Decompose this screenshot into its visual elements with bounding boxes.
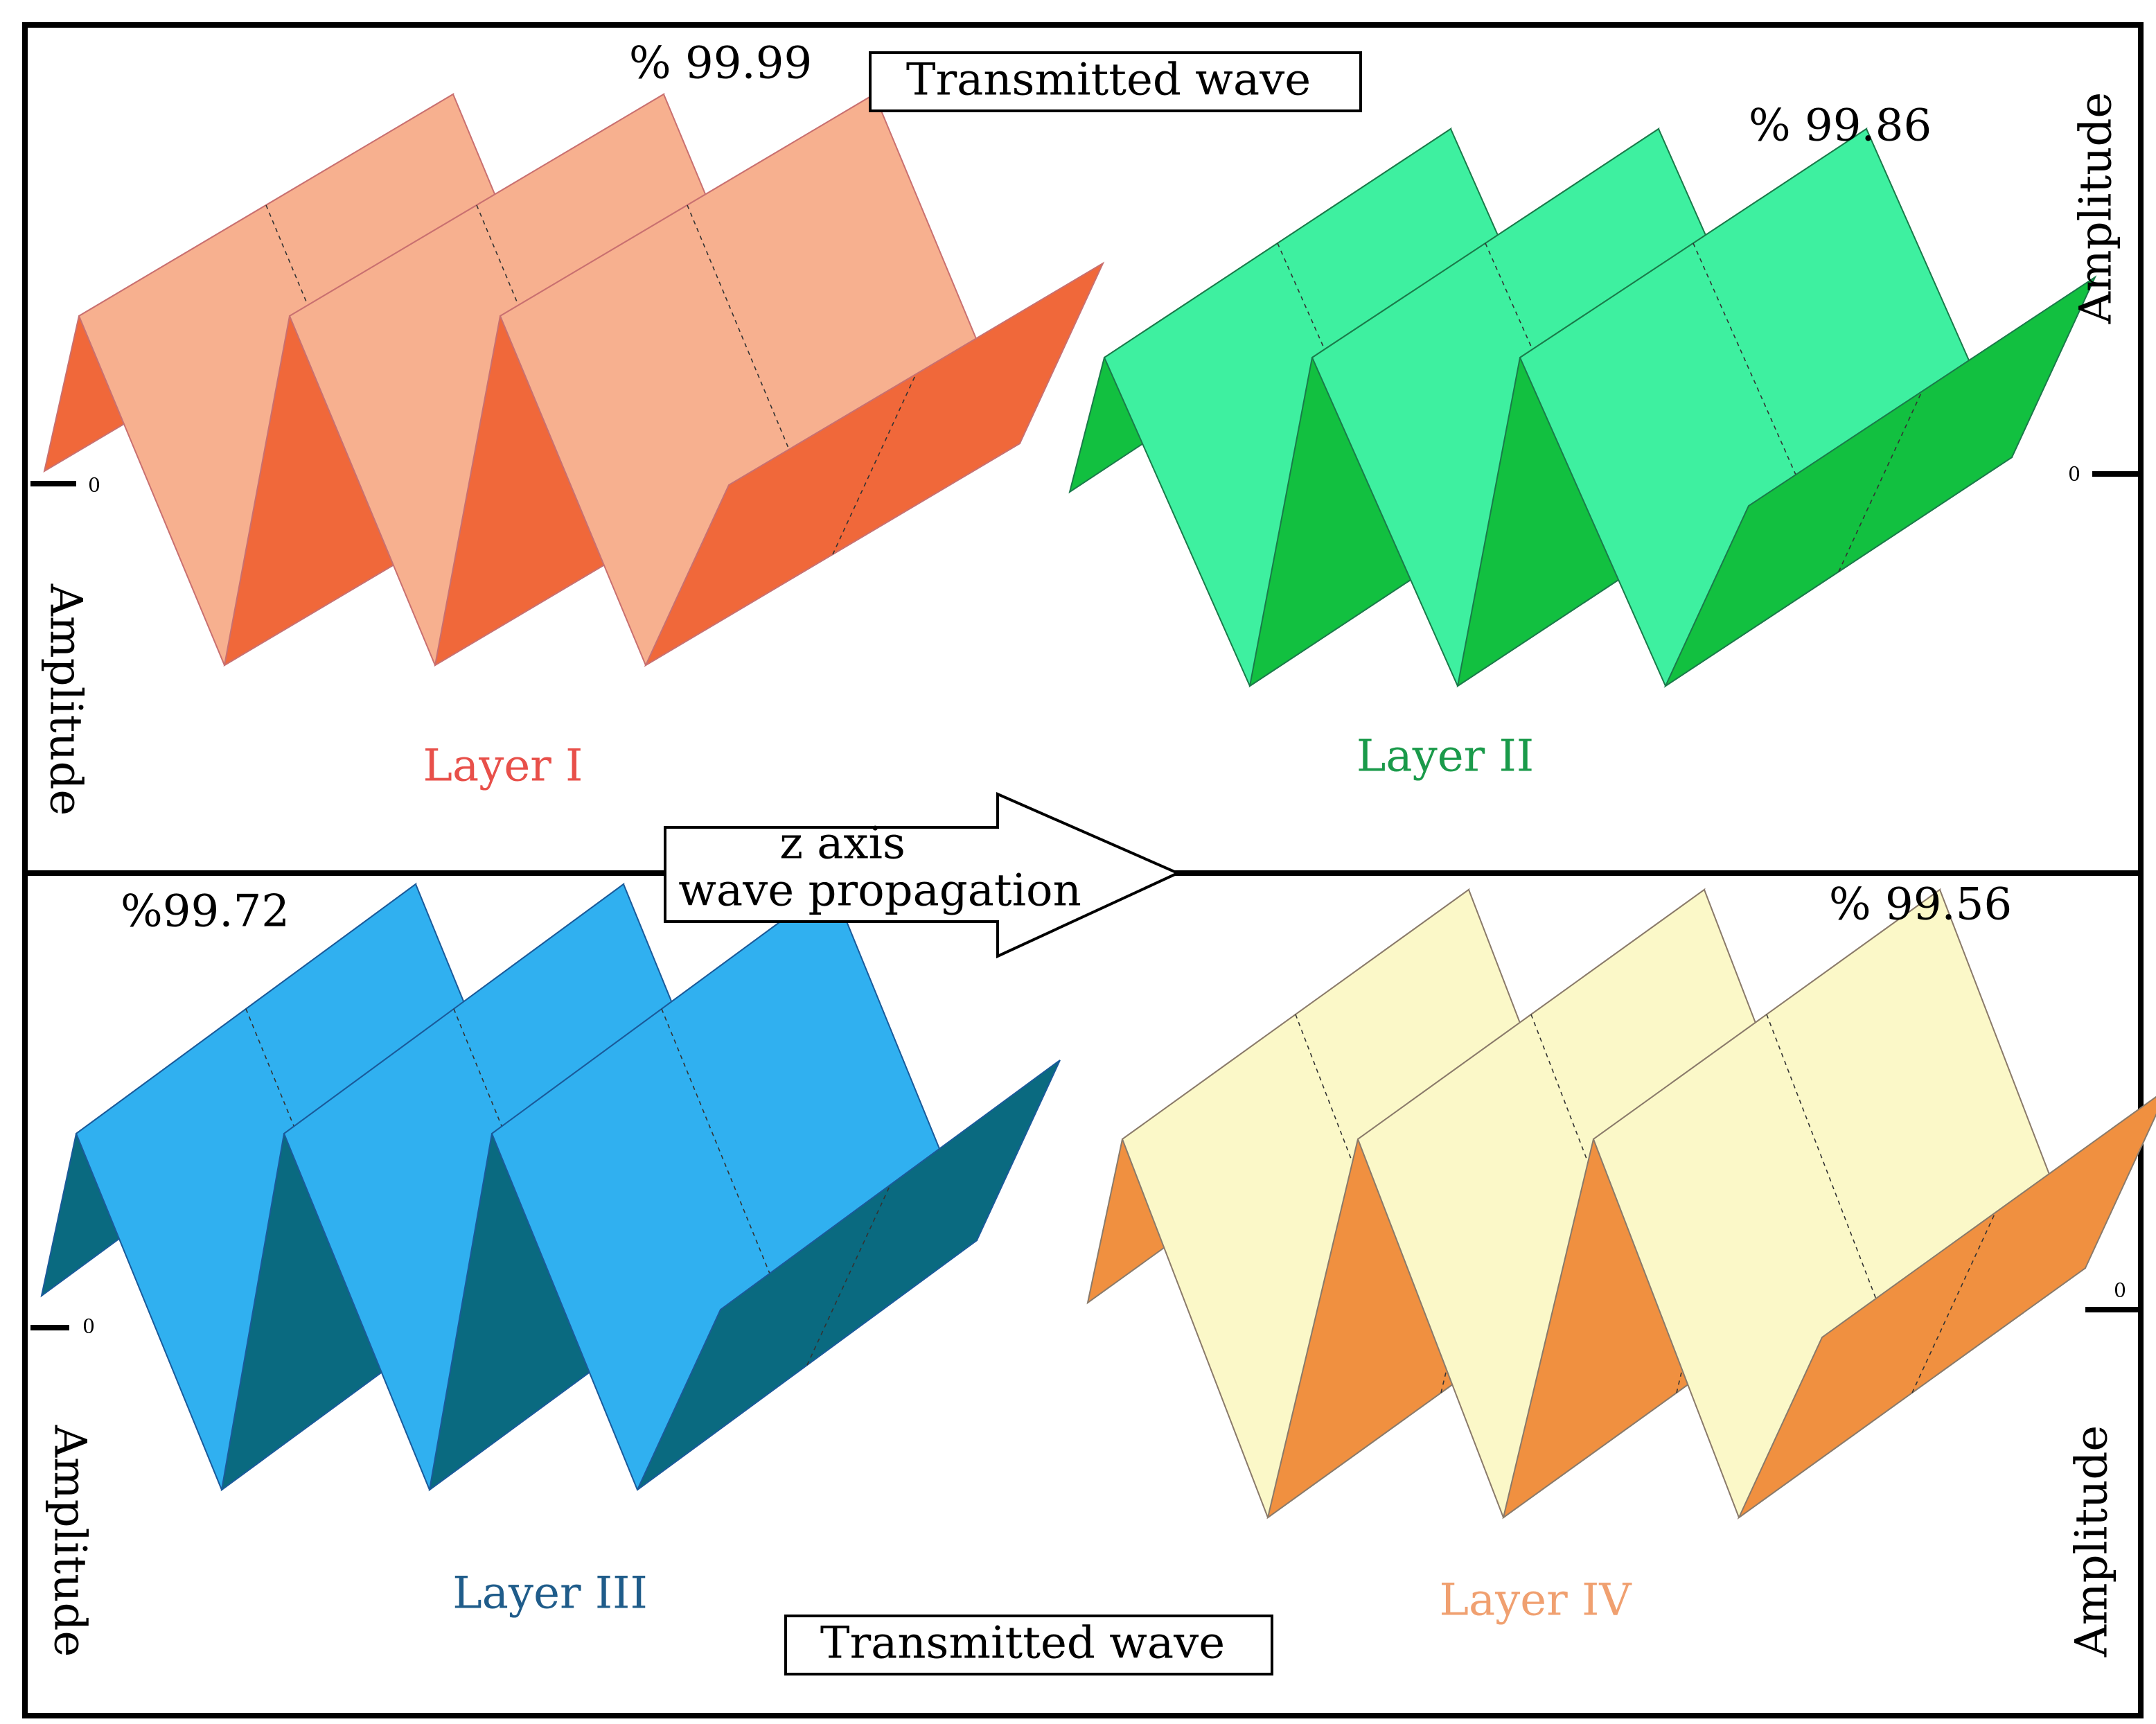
axis-label: Amplitude xyxy=(40,583,91,816)
layer-label: Layer I xyxy=(423,741,583,792)
transmission: % 99.99 xyxy=(629,38,812,89)
zero-label: 0 xyxy=(88,474,100,497)
transmission: % 99.86 xyxy=(1749,100,1932,152)
axis-label: Amplitude xyxy=(2071,92,2122,325)
box-text: Transmitted wave xyxy=(820,1618,1225,1669)
arrow-text: wave propagation xyxy=(678,865,1081,917)
zero-label: 0 xyxy=(2068,463,2080,486)
arrow-text: z axis xyxy=(779,818,905,870)
waves xyxy=(40,92,2156,1520)
layer-label: Layer III xyxy=(452,1568,647,1619)
transmission: %99.72 xyxy=(121,886,290,938)
wave-face xyxy=(661,1008,808,1366)
label-box xyxy=(869,51,1362,112)
zero-label: 0 xyxy=(82,1315,95,1338)
axis-label: Amplitude xyxy=(2067,1425,2118,1658)
zero-label: 0 xyxy=(2114,1279,2126,1302)
wave-face xyxy=(637,1059,1061,1490)
wave-face xyxy=(1766,1014,1913,1393)
arrow xyxy=(664,791,1181,959)
wave-face xyxy=(1663,275,2097,688)
axis-label: Amplitude xyxy=(44,1425,96,1657)
transmission: % 99.56 xyxy=(1829,879,2012,931)
layer-label: Layer II xyxy=(1357,731,1534,782)
wave-face xyxy=(1737,1096,2156,1520)
box-text: Transmitted wave xyxy=(906,55,1311,106)
label-box xyxy=(784,1615,1273,1675)
wave-face xyxy=(644,261,1105,667)
layer-label: Layer IV xyxy=(1439,1575,1632,1626)
